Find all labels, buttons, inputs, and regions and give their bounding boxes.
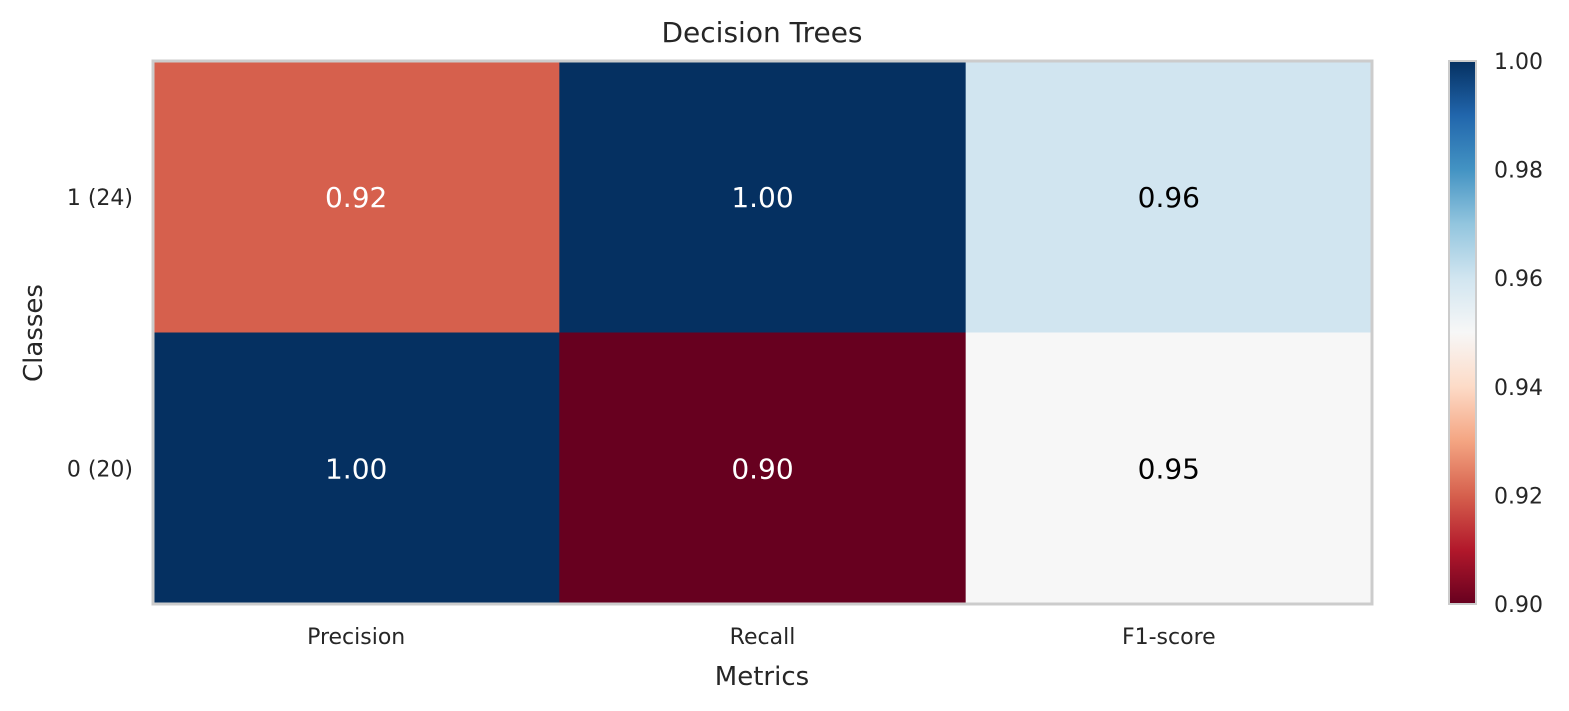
y-tick-label: 1 (24) [67,186,133,211]
plot-frame [151,59,1374,606]
colorbar-tick-label: 0.98 [1494,159,1543,184]
cell-value-label: 0.96 [1138,181,1200,214]
cell-value-label: 0.90 [731,452,793,485]
colorbar-tick-label: 1.00 [1494,50,1543,75]
cell-value-label: 1.00 [731,181,793,214]
colorbar-ticks: 0.90 0.92 0.94 0.96 0.98 1.00 [1494,50,1543,618]
heatmap-cell [965,332,1373,605]
heatmap-cell [559,61,967,333]
colorbar-tick-label: 0.94 [1494,376,1543,401]
cell-value-label: 1.00 [325,452,387,485]
x-axis-label: Metrics [715,662,809,692]
colorbar-tick-label: 0.92 [1494,484,1543,509]
heatmap-cell [153,61,560,333]
heatmap-cell [965,61,1373,333]
x-tick-label: Precision [307,625,405,650]
x-tick-label: Recall [730,625,796,650]
x-tick-label: F1-score [1122,625,1216,650]
chart-title: Decision Trees [661,16,862,49]
y-tick-label: 0 (20) [67,457,133,482]
colorbar-tick-label: 0.96 [1494,267,1543,292]
cell-value-label: 0.95 [1138,452,1200,485]
x-tick-labels: Precision Recall F1-score [307,625,1216,650]
heatmap-cell [153,332,560,605]
colorbar [1448,60,1477,605]
heatmap-cells: 0.92 1.00 0.96 1.00 0.90 0.95 [153,61,1373,605]
colorbar-tick-label: 0.90 [1494,593,1543,618]
y-tick-labels: 1 (24) 0 (20) [67,186,133,483]
cell-value-label: 0.92 [325,181,387,214]
y-axis-label: Classes [19,284,49,382]
heatmap-cell [559,332,967,605]
